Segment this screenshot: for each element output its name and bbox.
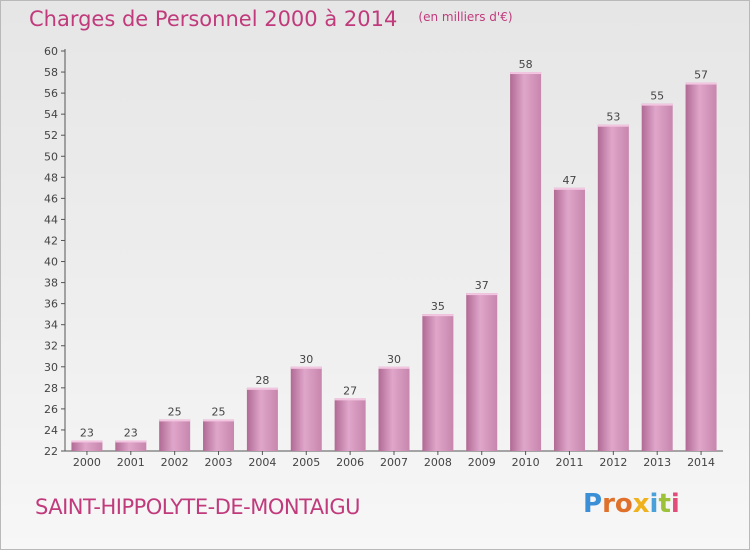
data-label: 47 (562, 174, 576, 187)
data-label: 28 (255, 374, 269, 387)
bar-top-highlight (246, 387, 278, 390)
y-tick-label: 36 (44, 298, 58, 311)
data-label: 58 (519, 58, 533, 71)
bar-top-highlight (510, 72, 542, 75)
y-tick-label: 58 (44, 66, 58, 79)
bar (378, 366, 410, 451)
bar-top-highlight (334, 398, 366, 401)
data-label: 30 (299, 353, 313, 366)
x-tick-label: 2014 (687, 456, 715, 469)
data-label: 30 (387, 353, 401, 366)
bar-top-highlight (685, 82, 717, 85)
bar-top-highlight (553, 187, 585, 190)
data-label: 23 (124, 426, 138, 439)
y-tick-label: 46 (44, 192, 58, 205)
bars (71, 72, 717, 452)
data-label: 23 (80, 426, 94, 439)
bar (553, 187, 585, 451)
logo-letter: i (670, 489, 680, 519)
data-label: 57 (694, 69, 708, 82)
bar (71, 440, 103, 451)
bar (246, 387, 278, 451)
y-tick-label: 24 (44, 424, 58, 437)
logo-letter: t (658, 489, 671, 519)
data-label: 37 (475, 279, 489, 292)
bar (203, 419, 235, 451)
bar-top-highlight (641, 103, 673, 106)
y-tick-label: 30 (44, 361, 58, 374)
data-label: 35 (431, 300, 445, 313)
x-tick-label: 2006 (336, 456, 364, 469)
proxiti-logo[interactable]: Proxiti (583, 489, 680, 519)
bar-top-highlight (115, 440, 147, 443)
x-tick-label: 2001 (117, 456, 145, 469)
x-tick-label: 2009 (468, 456, 496, 469)
bar (334, 398, 366, 451)
x-tick-label: 2010 (512, 456, 540, 469)
chart-subtitle: (en milliers d'€) (418, 10, 513, 24)
y-tick-label: 56 (44, 87, 58, 100)
axes: 22 24 26 28 30 32 34 36 38 40 42 44 46 48 50 52 54 56 58 60… (44, 45, 723, 469)
bar-top-highlight (597, 124, 629, 127)
y-tick-label: 52 (44, 129, 58, 142)
bar-top-highlight (159, 419, 191, 422)
y-tick-label: 50 (44, 150, 58, 163)
data-label: 55 (650, 90, 664, 103)
data-label: 25 (168, 405, 182, 418)
logo-letter: i (649, 489, 659, 519)
x-tick-label: 2005 (292, 456, 320, 469)
bar-top-highlight (378, 366, 410, 369)
logo-letter: P (583, 489, 603, 519)
bar (159, 419, 191, 451)
x-tick-label: 2013 (643, 456, 671, 469)
y-tick-label: 26 (44, 403, 58, 416)
bar-top-highlight (290, 366, 322, 369)
bar (510, 72, 542, 451)
bar (685, 82, 717, 451)
data-label: 25 (212, 405, 226, 418)
bar (597, 124, 629, 452)
y-tick-label: 44 (44, 213, 58, 226)
x-tick-label: 2000 (73, 456, 101, 469)
data-labels: 23 23 25 25 28 30 27 30 35 37 58 47 53 55 57 (80, 58, 708, 439)
x-tick-label: 2007 (380, 456, 408, 469)
bar (641, 103, 673, 451)
y-tick-label: 32 (44, 340, 58, 353)
logo-letter: o (614, 489, 633, 519)
y-tick-label: 40 (44, 256, 58, 269)
y-tick-label: 60 (44, 45, 58, 58)
x-tick-label: 2011 (555, 456, 583, 469)
y-tick-label: 54 (44, 108, 58, 121)
y-tick-label: 34 (44, 319, 58, 332)
x-tick-label: 2012 (599, 456, 627, 469)
commune-name: SAINT-HIPPOLYTE-DE-MONTAIGU (35, 495, 361, 519)
bar (290, 366, 322, 451)
x-tick-label: 2008 (424, 456, 452, 469)
data-label: 27 (343, 384, 357, 397)
x-tick-label: 2003 (205, 456, 233, 469)
data-label: 53 (606, 111, 620, 124)
logo-letter: r (602, 489, 615, 519)
y-tick-label: 28 (44, 382, 58, 395)
bar-top-highlight (466, 293, 498, 296)
bar (466, 293, 498, 451)
y-tick-label: 48 (44, 171, 58, 184)
bar-top-highlight (203, 419, 235, 422)
y-tick-label: 22 (44, 445, 58, 458)
bar-top-highlight (422, 314, 454, 317)
y-tick-label: 38 (44, 277, 58, 290)
title-row: Charges de Personnel 2000 à 2014 (en mil… (29, 7, 513, 37)
bar (422, 314, 454, 451)
x-tick-label: 2002 (161, 456, 189, 469)
y-tick-label: 42 (44, 234, 58, 247)
bar-top-highlight (71, 440, 103, 443)
x-tick-label: 2004 (248, 456, 276, 469)
logo-letter: x (632, 489, 650, 519)
chart-title: Charges de Personnel 2000 à 2014 (29, 7, 398, 31)
bar (115, 440, 147, 451)
